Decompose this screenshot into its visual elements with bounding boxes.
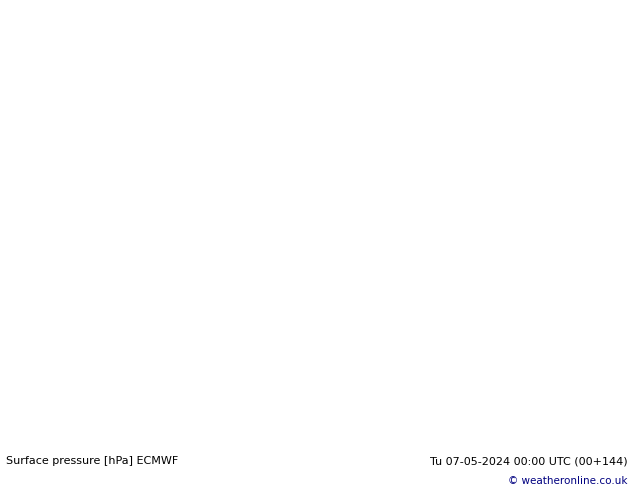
Text: Surface pressure [hPa] ECMWF: Surface pressure [hPa] ECMWF xyxy=(6,456,179,466)
Text: Tu 07-05-2024 00:00 UTC (00+144): Tu 07-05-2024 00:00 UTC (00+144) xyxy=(430,456,628,466)
Text: © weatheronline.co.uk: © weatheronline.co.uk xyxy=(508,476,628,486)
